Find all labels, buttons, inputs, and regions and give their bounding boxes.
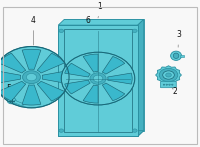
Circle shape bbox=[59, 29, 64, 32]
Text: 2: 2 bbox=[172, 87, 177, 96]
Circle shape bbox=[163, 84, 165, 85]
Wedge shape bbox=[0, 53, 26, 73]
Ellipse shape bbox=[0, 46, 69, 108]
Circle shape bbox=[90, 73, 106, 84]
Wedge shape bbox=[22, 49, 41, 69]
Ellipse shape bbox=[171, 51, 182, 60]
Bar bbox=[64, 29, 132, 132]
Bar bbox=[180, 55, 184, 57]
Wedge shape bbox=[102, 83, 125, 101]
Text: 5: 5 bbox=[6, 84, 11, 97]
Ellipse shape bbox=[173, 53, 179, 59]
Polygon shape bbox=[138, 19, 144, 136]
Wedge shape bbox=[65, 63, 90, 77]
Wedge shape bbox=[83, 85, 98, 103]
Polygon shape bbox=[156, 66, 181, 84]
Wedge shape bbox=[0, 70, 21, 84]
Wedge shape bbox=[65, 80, 90, 94]
Circle shape bbox=[23, 71, 40, 84]
Wedge shape bbox=[0, 81, 26, 101]
Circle shape bbox=[132, 129, 137, 132]
FancyBboxPatch shape bbox=[160, 82, 176, 88]
Circle shape bbox=[172, 84, 173, 85]
Wedge shape bbox=[108, 73, 132, 84]
Wedge shape bbox=[22, 85, 41, 105]
Text: 4: 4 bbox=[31, 16, 36, 45]
Text: 3: 3 bbox=[176, 30, 181, 47]
Wedge shape bbox=[37, 53, 65, 73]
Circle shape bbox=[26, 74, 37, 81]
Circle shape bbox=[61, 52, 135, 105]
Circle shape bbox=[132, 29, 137, 32]
Text: 1: 1 bbox=[98, 2, 102, 18]
Wedge shape bbox=[83, 54, 98, 72]
Circle shape bbox=[163, 71, 174, 79]
Circle shape bbox=[7, 98, 16, 104]
Wedge shape bbox=[102, 56, 125, 74]
Circle shape bbox=[59, 129, 64, 132]
Circle shape bbox=[166, 73, 171, 77]
Circle shape bbox=[166, 84, 168, 85]
Text: 6: 6 bbox=[86, 16, 91, 37]
Bar bbox=[64, 19, 144, 131]
Polygon shape bbox=[58, 19, 144, 25]
Circle shape bbox=[159, 68, 178, 82]
Polygon shape bbox=[58, 131, 144, 136]
Circle shape bbox=[169, 84, 170, 85]
Wedge shape bbox=[42, 70, 70, 84]
Wedge shape bbox=[37, 81, 65, 101]
Bar bbox=[58, 25, 138, 136]
Circle shape bbox=[93, 75, 103, 82]
